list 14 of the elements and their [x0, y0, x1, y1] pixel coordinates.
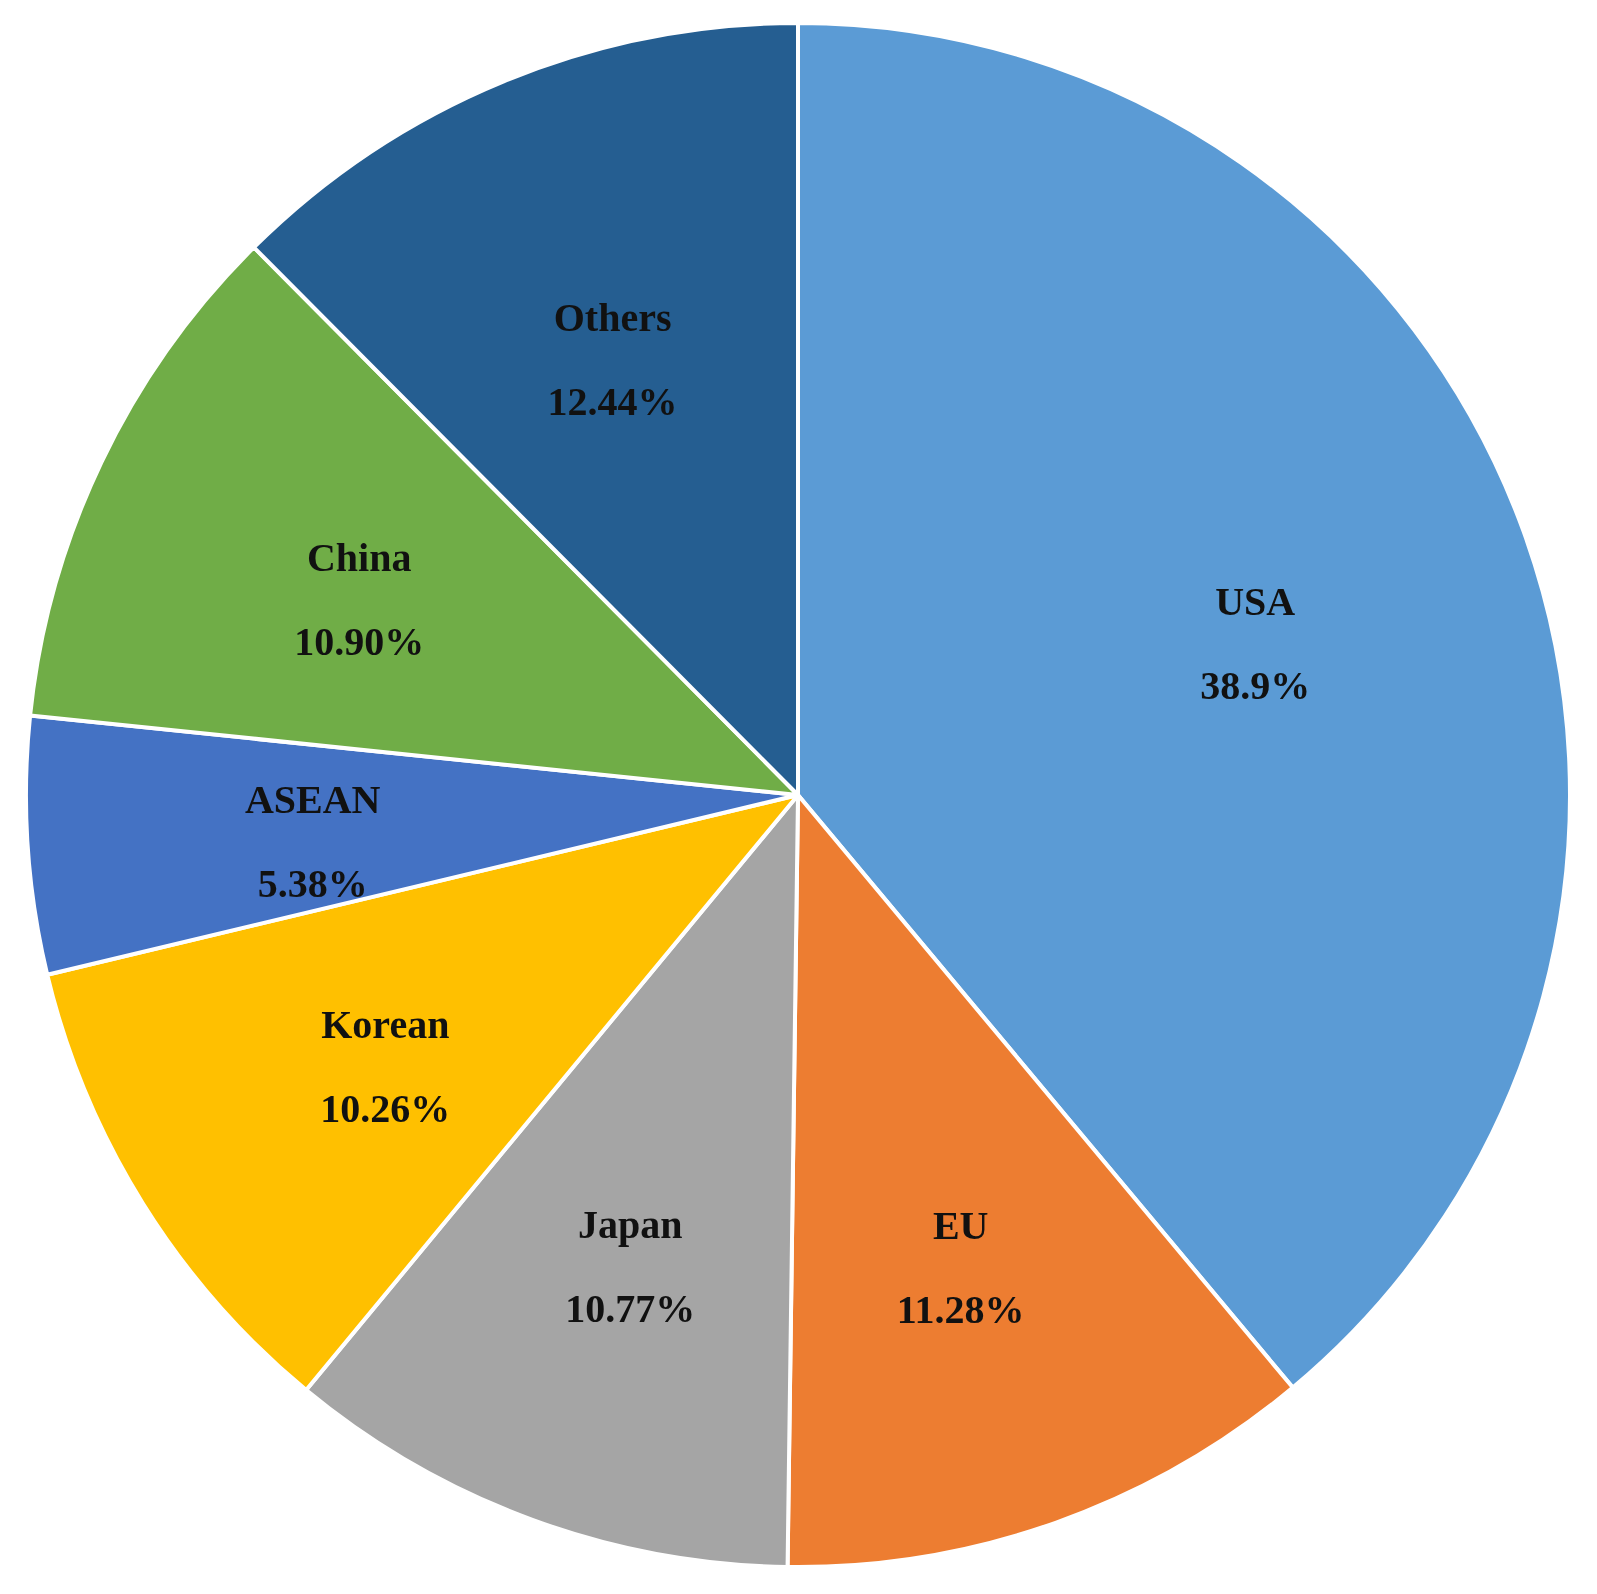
slice-label: Korean	[321, 1002, 450, 1048]
slice-label: EU	[932, 1203, 989, 1249]
data-label: 10.77%	[565, 1285, 696, 1331]
slice-label: China	[306, 535, 412, 581]
data-label: 5.38%	[257, 861, 368, 907]
slice-label: Japan	[578, 1201, 683, 1247]
slice-label: Others	[553, 295, 672, 341]
data-label: 38.9%	[1200, 663, 1311, 709]
data-label: 10.26%	[320, 1086, 451, 1132]
data-label: 12.44%	[547, 379, 678, 425]
slice-label: ASEAN	[244, 777, 381, 823]
slice-label: USA	[1215, 579, 1296, 625]
data-label: 10.90%	[294, 619, 425, 665]
data-label: 11.28%	[896, 1287, 1025, 1333]
